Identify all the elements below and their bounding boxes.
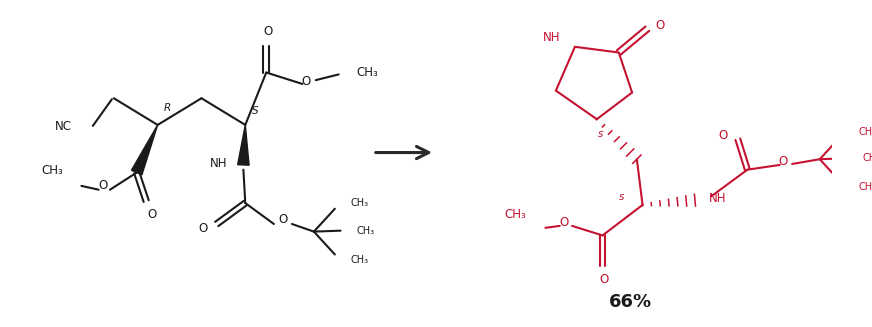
Text: O: O — [98, 180, 107, 192]
Polygon shape — [238, 125, 249, 165]
Polygon shape — [132, 125, 158, 175]
Text: CH₃: CH₃ — [41, 164, 63, 177]
Text: CH₃: CH₃ — [858, 182, 872, 192]
Text: O: O — [718, 129, 727, 142]
Text: NC: NC — [55, 120, 72, 133]
Text: 66%: 66% — [609, 293, 651, 311]
Text: O: O — [263, 25, 273, 38]
Text: O: O — [302, 75, 311, 88]
Text: CH₃: CH₃ — [357, 226, 374, 236]
Text: O: O — [147, 208, 157, 221]
Text: S: S — [251, 106, 258, 116]
Text: CH₃: CH₃ — [351, 198, 369, 208]
Text: CH₃: CH₃ — [862, 153, 872, 163]
Text: CH₃: CH₃ — [504, 208, 526, 221]
Text: CH₃: CH₃ — [357, 66, 378, 79]
Text: R: R — [164, 103, 171, 113]
Text: s: s — [598, 129, 603, 139]
Text: O: O — [655, 19, 664, 32]
Text: CH₃: CH₃ — [351, 255, 369, 265]
Text: NH: NH — [709, 192, 726, 205]
Text: s: s — [619, 192, 624, 202]
Text: O: O — [599, 273, 608, 286]
Text: NH: NH — [543, 31, 561, 44]
Text: O: O — [778, 155, 787, 168]
Text: O: O — [199, 222, 208, 235]
Text: O: O — [559, 215, 569, 229]
Text: NH: NH — [210, 157, 228, 169]
Text: O: O — [279, 213, 288, 226]
Text: CH₃: CH₃ — [858, 127, 872, 137]
